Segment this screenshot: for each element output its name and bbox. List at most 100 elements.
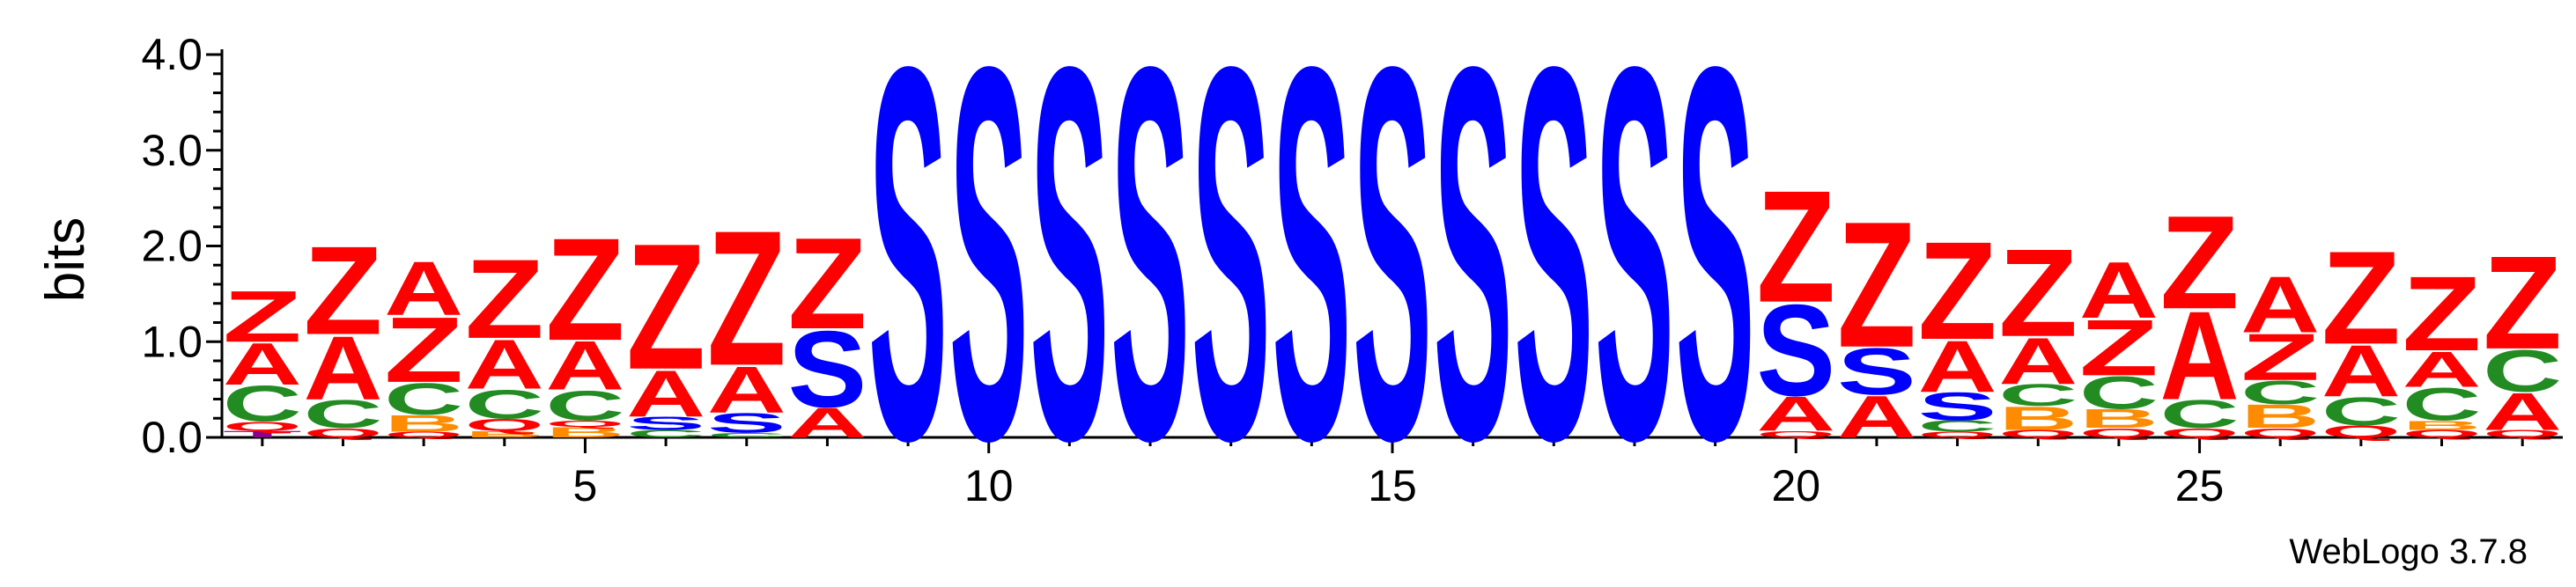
logo-letter-s: S: [949, 0, 1029, 550]
y-tick-label: 4.0: [141, 30, 203, 79]
logo-letter-z: Z: [1998, 223, 2078, 363]
logo-letter-c: C: [304, 392, 383, 437]
logo-letter-z: Z: [546, 209, 625, 371]
logo-letter-z: Z: [788, 211, 867, 357]
y-tick-label: 2.0: [141, 222, 203, 271]
logo-letter-s: S: [1837, 334, 1916, 408]
logo-letter-c: C: [2403, 378, 2482, 430]
y-tick-label: 3.0: [141, 126, 203, 175]
logo-letter-z: Z: [223, 276, 302, 358]
logo-letter-s: S: [1514, 0, 1593, 550]
logo-letter-a: A: [1918, 326, 1997, 407]
logo-letter-z: Z: [1918, 214, 1997, 369]
logo-letter-c: C: [707, 431, 786, 438]
logo-letter-b: B: [546, 424, 625, 441]
logo-letter-z: Z: [1837, 184, 1916, 385]
logo-letter-q: Q: [2240, 425, 2320, 440]
logo-letter-q: Q: [465, 415, 544, 435]
logo-letter-b: B: [2079, 404, 2159, 434]
logo-letter-a: A: [1756, 387, 1835, 442]
logo-letter-c: C: [2483, 338, 2562, 405]
logo-letter-s: S: [626, 413, 705, 433]
logo-letter-a: A: [2240, 260, 2320, 350]
logo-letter-b: B: [2240, 398, 2320, 435]
x-tick-label: 15: [1368, 461, 1417, 510]
logo-letter-c: C: [546, 382, 625, 429]
logo-letter-a: A: [2483, 381, 2562, 441]
logo-letter-z: Z: [384, 298, 463, 402]
logo-letter-s: S: [1756, 277, 1835, 422]
logo-letter-q: Q: [2483, 428, 2562, 439]
logo-letter-z: Z: [465, 237, 544, 363]
logo-letter-a: A: [788, 399, 867, 446]
logo-letter-c: C: [2160, 392, 2240, 437]
logo-letter-s: S: [1353, 0, 1432, 550]
x-axis: 5 10 15 20 25: [222, 436, 2563, 510]
logo-letter-s: S: [1918, 385, 1997, 429]
y-tick-label: 1.0: [141, 317, 203, 366]
logo-letter-t: T: [223, 429, 302, 440]
logo-letter-z: Z: [2240, 319, 2320, 394]
logo-letter-q: Q: [1998, 428, 2078, 439]
logo-letter-s: S: [1111, 0, 1190, 550]
logo-letter-z: Z: [2079, 303, 2159, 393]
logo-letter-q: Q: [1756, 429, 1835, 440]
logo-letter-c: C: [384, 374, 463, 424]
logo-letter-s: S: [1434, 0, 1513, 550]
logo-letter-a: A: [384, 246, 463, 332]
logo-letter-c: C: [465, 381, 544, 427]
logo-letter-c: C: [1998, 378, 2078, 413]
logo-letter-c: C: [1918, 417, 1997, 435]
logo-letter-q: Q: [304, 425, 383, 440]
logo-letter-q: Q: [2079, 425, 2159, 440]
y-axis: 0.0 1.0 2.0 3.0 4.0: [141, 30, 224, 462]
logo-letter-b: B: [384, 410, 463, 437]
logo-letter-q: Q: [2403, 428, 2482, 439]
logo-letter-q: Q: [1918, 430, 1997, 439]
logo-letter-s: S: [788, 309, 867, 430]
logo-letter-a: A: [2403, 341, 2482, 398]
logo-letter-a: A: [2321, 331, 2401, 413]
logo-letter-c: C: [223, 375, 302, 432]
logo-letter-a: A: [1998, 324, 2078, 398]
x-tick-label: 5: [573, 461, 598, 510]
logo-letter-q: Q: [384, 430, 463, 439]
logo-letter-a: A: [2160, 285, 2240, 426]
logo-letter-s: S: [1192, 0, 1271, 550]
logo-letter-s: S: [707, 407, 786, 439]
y-tick-label: 0.0: [141, 413, 203, 462]
logo-letter-s: S: [868, 0, 948, 550]
logo-letter-q: Q: [2321, 422, 2401, 441]
weblogo-credit: WebLogo 3.7.8: [2289, 532, 2528, 571]
logo-letter-a: A: [1837, 384, 1916, 451]
logo-letter-a: A: [546, 327, 625, 405]
logo-letter-z: Z: [2160, 187, 2240, 336]
logo-letter-s: S: [1595, 0, 1674, 550]
logo-letter-a: A: [465, 326, 544, 405]
logo-letter-q: Q: [546, 419, 625, 429]
x-tick-label: 10: [964, 461, 1014, 510]
logo-letter-b: B: [2403, 418, 2482, 433]
logo-letter-c: C: [626, 428, 705, 440]
logo-letter-a: A: [223, 331, 302, 398]
logo-letter-c: C: [2079, 367, 2159, 419]
logo-letter-c: C: [2321, 389, 2401, 434]
logo-letter-c: C: [2240, 374, 2320, 411]
logo-letter-z: Z: [707, 190, 786, 406]
logo-letter-z: Z: [2483, 228, 2562, 377]
x-tick-label: 20: [1771, 461, 1820, 510]
logo-letter-s: S: [1272, 0, 1351, 550]
logo-letter-a: A: [626, 356, 705, 430]
logo-letter-a: A: [304, 319, 383, 419]
logo-letter-q: Q: [2160, 425, 2240, 440]
logo-letter-a: A: [707, 352, 786, 426]
logo-letter-z: Z: [626, 206, 705, 407]
logo-letter-z: Z: [304, 219, 383, 361]
logo-letter-z: Z: [2403, 253, 2482, 373]
logo-letter-q: Q: [223, 419, 302, 434]
logo-letter-z: Z: [2321, 224, 2401, 372]
logo-letter-z: Z: [1756, 158, 1835, 335]
logo-letter-a: A: [2079, 246, 2159, 335]
